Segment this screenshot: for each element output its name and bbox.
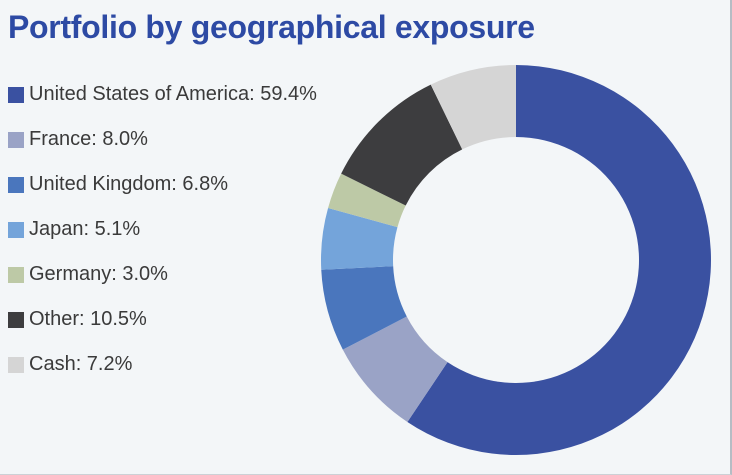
- donut-slice-united-kingdom: [321, 266, 407, 350]
- chart-legend: United States of America: 59.4% France: 8…: [8, 72, 317, 387]
- donut-slice-cash: [430, 65, 516, 150]
- legend-item-france: France: 8.0%: [8, 117, 317, 162]
- legend-item-japan: Japan: 5.1%: [8, 207, 317, 252]
- legend-label-united-kingdom: United Kingdom: 6.8%: [29, 173, 229, 195]
- donut-slice-other: [341, 84, 463, 206]
- legend-label-france: France: 8.0%: [29, 128, 148, 150]
- legend-label-germany: Germany: 3.0%: [29, 263, 168, 285]
- legend-item-germany: Germany: 3.0%: [8, 252, 317, 297]
- donut-slice-united-states-of-america: [407, 65, 711, 456]
- legend-swatch-france: [8, 131, 24, 148]
- legend-swatch-united-kingdom: [8, 176, 24, 193]
- donut-slice-germany: [328, 173, 406, 228]
- legend-label-japan: Japan: 5.1%: [29, 218, 141, 240]
- legend-swatch-germany: [8, 266, 24, 283]
- donut-slice-japan: [321, 207, 398, 270]
- page-title: Portfolio by geographical exposure: [8, 9, 535, 45]
- legend-item-united-states-of-america: United States of America: 59.4%: [8, 72, 317, 117]
- donut-slice-france: [342, 316, 448, 422]
- legend-label-united-states-of-america: United States of America: 59.4%: [29, 83, 317, 105]
- legend-swatch-united-states-of-america: [8, 86, 24, 103]
- legend-item-cash: Cash: 7.2%: [8, 342, 317, 387]
- legend-swatch-japan: [8, 221, 24, 238]
- legend-swatch-cash: [8, 356, 24, 373]
- legend-item-other: Other: 10.5%: [8, 297, 317, 342]
- legend-label-other: Other: 10.5%: [29, 308, 147, 330]
- legend-item-united-kingdom: United Kingdom: 6.8%: [8, 162, 317, 207]
- legend-swatch-other: [8, 311, 24, 328]
- legend-label-cash: Cash: 7.2%: [29, 353, 133, 375]
